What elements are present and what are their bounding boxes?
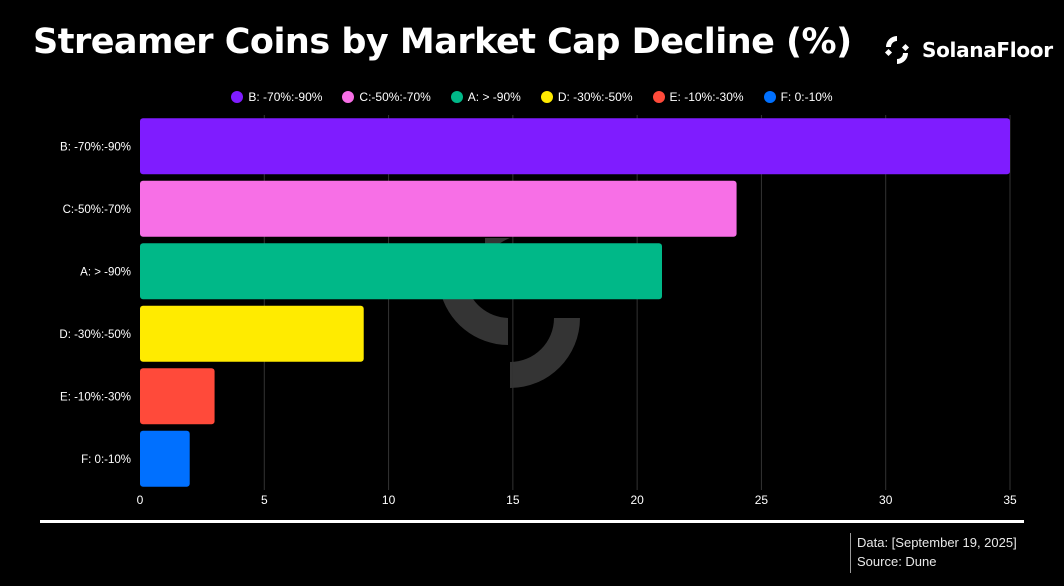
x-tick-label: 20 <box>630 493 644 507</box>
data-source: Source: Dune <box>857 554 937 569</box>
x-tick-label: 15 <box>506 493 520 507</box>
legend-label: C:-50%:-70% <box>359 90 431 104</box>
bar <box>140 368 215 425</box>
bar <box>140 180 737 237</box>
x-tick-label: 25 <box>755 493 769 507</box>
x-tick-label: 35 <box>1003 493 1017 507</box>
legend-item: F: 0:-10% <box>763 90 833 104</box>
legend-swatch <box>450 91 463 103</box>
brand: SolanaFloor <box>880 30 1053 70</box>
legend-swatch <box>540 91 553 103</box>
footer: Data: [September 19, 2025] Source: Dune <box>850 533 1017 573</box>
bar <box>140 305 364 362</box>
bar <box>140 243 662 300</box>
legend-label: F: 0:-10% <box>780 90 833 104</box>
bar-chart: B: -70%:-90% C:-50%:-70% A: > -90% D: -30%:… <box>59 115 1017 507</box>
solanafloor-logo-icon <box>884 36 910 64</box>
legend-swatch <box>652 91 665 103</box>
y-category-label: D: -30%:-50% <box>59 329 131 341</box>
legend-label: B: -70%:-90% <box>248 90 323 104</box>
footer-divider <box>40 520 1024 523</box>
legend-label: E: -10%:-30% <box>669 90 744 104</box>
y-category-label: B: -70%:-90% <box>60 141 131 153</box>
legend-label: A: > -90% <box>467 90 521 104</box>
legend-item: E: -10%:-30% <box>652 90 744 104</box>
legend-swatch <box>231 91 244 103</box>
legend-item: B: -70%:-90% <box>231 90 322 104</box>
legend-swatch <box>342 91 355 103</box>
legend-item: C:-50%:-70% <box>342 90 431 104</box>
chart-title: Streamer Coins by Market Cap Decline (%) <box>33 22 852 62</box>
data-date: Data: [September 19, 2025] <box>857 535 1017 550</box>
bar <box>140 118 1010 175</box>
legend-swatch <box>763 91 776 103</box>
x-tick-label: 0 <box>137 493 144 507</box>
y-category-label: A: > -90% <box>80 266 131 278</box>
legend-item: D: -30%:-50% <box>540 90 633 104</box>
legend-label: D: -30%:-50% <box>557 90 633 104</box>
y-category-label: F: 0:-10% <box>81 454 131 466</box>
x-tick-label: 10 <box>382 493 396 507</box>
bar <box>140 430 190 487</box>
legend-item: A: > -90% <box>450 90 521 104</box>
brand-name: SolanaFloor <box>922 38 1053 62</box>
x-tick-label: 5 <box>261 493 268 507</box>
x-tick-label: 30 <box>879 493 893 507</box>
y-category-label: C:-50%:-70% <box>63 204 131 216</box>
y-category-label: E: -10%:-30% <box>60 391 131 403</box>
chart-legend: B: -70%:-90% C:-50%:-70% A: > -90% D: -30%:… <box>0 89 1064 105</box>
